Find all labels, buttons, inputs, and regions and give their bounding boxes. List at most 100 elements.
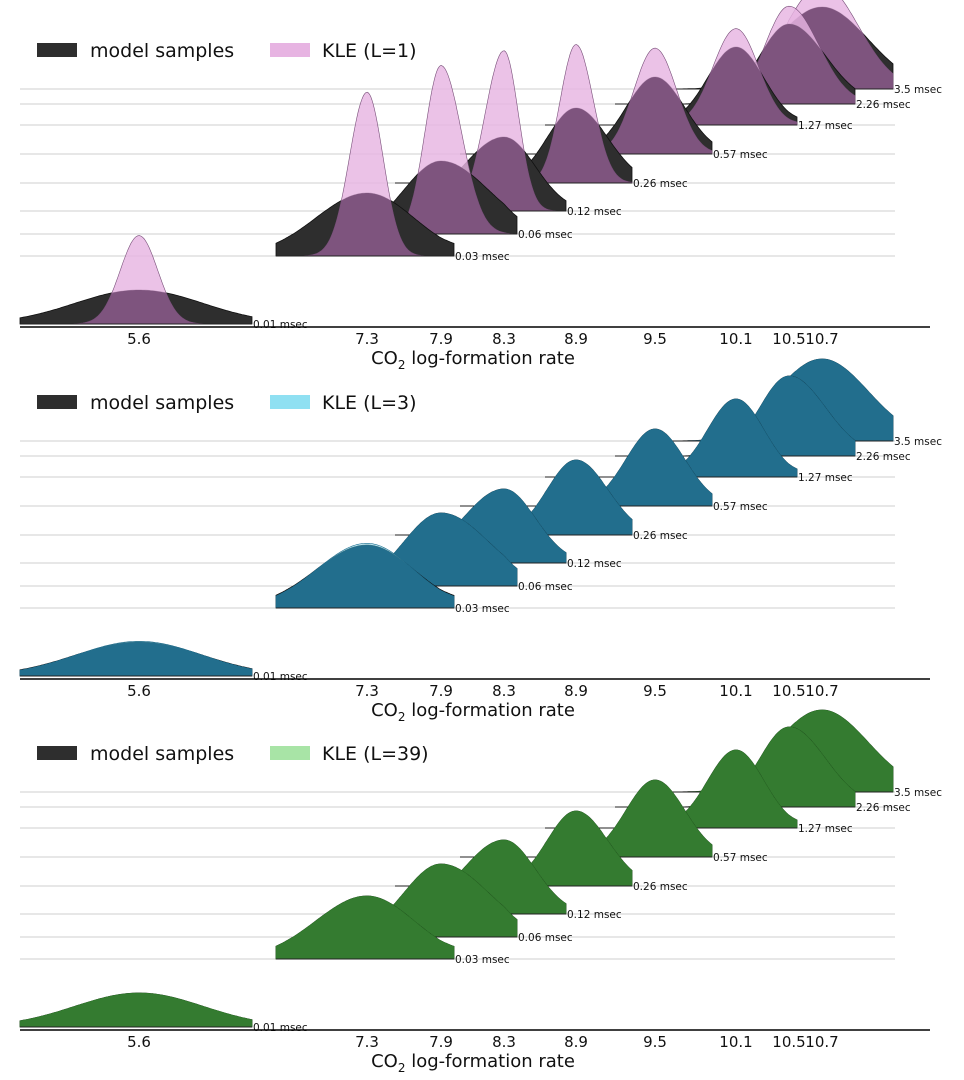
x-tick-label: 7.3 [355, 330, 379, 348]
x-tick-label: 5.6 [127, 330, 151, 348]
x-axis-title: CO2 log-formation rate [371, 700, 575, 724]
x-tick-label: 8.3 [492, 682, 516, 700]
overlap-density [615, 24, 855, 104]
time-label: 0.06 msec [518, 229, 573, 241]
overlap-density [330, 513, 517, 586]
time-label: 0.03 msec [455, 603, 510, 615]
x-tick-label: 5.6 [127, 682, 151, 700]
ridge-0.03-msec: 0.03 msec [275, 543, 510, 615]
ridge-0.26-msec: 0.26 msec [395, 810, 688, 893]
legend-swatch-model [37, 43, 77, 57]
axis-title-main: CO [371, 700, 398, 721]
x-tick-label: 8.9 [564, 682, 588, 700]
x-tick-label: 10.1 [719, 682, 752, 700]
overlap-density [330, 161, 517, 234]
x-tick-label: 5.6 [127, 1033, 151, 1051]
overlap-density [460, 780, 712, 857]
ridge-2.26-msec: 2.26 msec [615, 375, 911, 463]
time-label: 0.03 msec [455, 251, 510, 263]
x-tick-label: 9.5 [643, 330, 667, 348]
overlap-density [276, 193, 454, 256]
x-tick-label: 10.5 [772, 682, 805, 700]
legend-swatch-model [37, 746, 77, 760]
time-label: 0.01 msec [253, 671, 308, 683]
overlap-density [20, 290, 252, 324]
time-label: 3.5 msec [894, 84, 942, 96]
axis-title-main: CO [371, 348, 398, 369]
legend-swatch-kle [270, 43, 310, 57]
x-tick-label: 8.3 [492, 330, 516, 348]
legend-swatch-kle [270, 746, 310, 760]
overlap-density [395, 811, 632, 886]
ridge-1.27-msec: 1.27 msec [545, 398, 853, 484]
time-label: 2.26 msec [856, 99, 911, 111]
x-tick-label: 8.9 [564, 330, 588, 348]
legend: model samples KLE (L=1) [37, 40, 417, 62]
overlap-density [615, 376, 855, 456]
axis-title-rest: log-formation rate [405, 700, 574, 721]
time-label: 1.27 msec [798, 472, 853, 484]
axis-title-subscript: 2 [398, 1061, 406, 1075]
overlap-density [395, 460, 632, 535]
legend-label-kle: KLE (L=3) [322, 392, 417, 414]
time-label: 3.5 msec [894, 436, 942, 448]
ridge-0.01-msec: 0.01 msec [19, 641, 308, 683]
legend-swatch-model [37, 395, 77, 409]
time-label: 0.12 msec [567, 558, 622, 570]
ridge-0.03-msec: 0.03 msec [275, 895, 510, 966]
legend-label-model: model samples [90, 392, 234, 414]
time-label: 0.57 msec [713, 501, 768, 513]
overlap-density [276, 545, 454, 608]
overlap-density [20, 993, 252, 1027]
legend-swatch-kle [270, 395, 310, 409]
x-tick-label: 10.7 [805, 330, 838, 348]
ridge-0.01-msec: 0.01 msec [19, 992, 308, 1034]
x-tick-label: 10.7 [805, 682, 838, 700]
overlap-density [395, 108, 632, 183]
axis-title-rest: log-formation rate [405, 1051, 574, 1072]
time-label: 0.57 msec [713, 149, 768, 161]
time-label: 0.12 msec [567, 909, 622, 921]
x-tick-label: 10.1 [719, 330, 752, 348]
x-tick-label: 7.9 [429, 330, 453, 348]
time-label: 0.12 msec [567, 206, 622, 218]
time-label: 0.26 msec [633, 881, 688, 893]
x-axis-title: CO2 log-formation rate [371, 348, 575, 372]
x-axis-title: CO2 log-formation rate [371, 1051, 575, 1075]
ridge-0.03-msec: 0.03 msec [275, 91, 510, 263]
ridge-0.06-msec: 0.06 msec [329, 863, 573, 944]
time-label: 0.57 msec [713, 852, 768, 864]
time-label: 0.01 msec [253, 1022, 308, 1034]
overlap-density [615, 727, 855, 807]
overlap-density [365, 137, 566, 211]
overlap-density [330, 864, 517, 937]
legend-label-model: model samples [90, 40, 234, 62]
x-tick-label: 10.1 [719, 1033, 752, 1051]
x-tick-label: 10.5 [772, 330, 805, 348]
x-tick-label: 7.3 [355, 1033, 379, 1051]
time-label: 0.26 msec [633, 178, 688, 190]
x-tick-label: 8.9 [564, 1033, 588, 1051]
ridge-1.27-msec: 1.27 msec [545, 28, 853, 132]
overlap-density [20, 642, 252, 676]
time-label: 0.06 msec [518, 932, 573, 944]
x-tick-label: 9.5 [643, 1033, 667, 1051]
axis-title-subscript: 2 [398, 710, 406, 724]
time-label: 0.01 msec [253, 319, 308, 331]
time-label: 0.06 msec [518, 581, 573, 593]
axis-title-subscript: 2 [398, 358, 406, 372]
overlap-density [545, 750, 797, 828]
x-tick-label: 7.3 [355, 682, 379, 700]
x-tick-label: 7.9 [429, 682, 453, 700]
ridge-0.01-msec: 0.01 msec [19, 235, 308, 331]
overlap-density [545, 47, 797, 125]
x-tick-label: 10.7 [805, 1033, 838, 1051]
time-label: 3.5 msec [894, 787, 942, 799]
time-label: 1.27 msec [798, 823, 853, 835]
overlap-density [460, 77, 712, 154]
time-label: 1.27 msec [798, 120, 853, 132]
ridge-0.06-msec: 0.06 msec [329, 65, 573, 241]
